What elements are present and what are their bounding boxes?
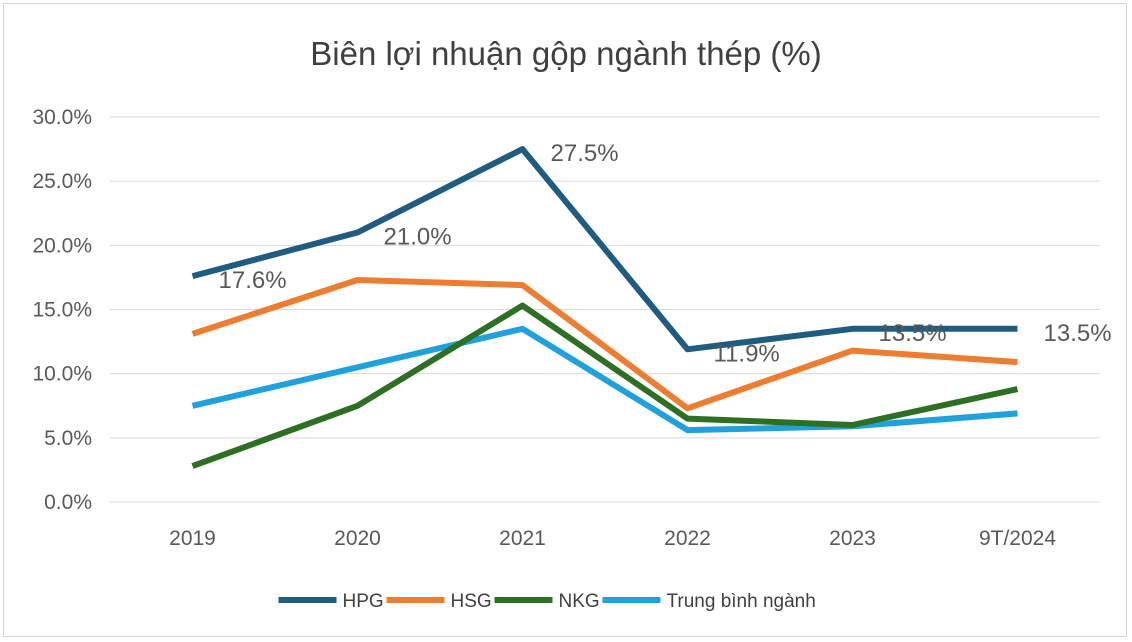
x-tick-label: 9T/2024	[979, 527, 1056, 550]
series-line-hsg	[191, 277, 1018, 412]
y-tick-label: 20.0%	[32, 234, 92, 257]
x-tick-label: 2020	[334, 527, 381, 550]
legend-label: HSG	[451, 591, 492, 612]
legend: HPG HSG NKG Trung bình ngành	[278, 591, 816, 612]
data-label: 17.6%	[219, 267, 287, 294]
data-labels: 17.6% 21.0% 27.5% 11.9% 13.5% 13.5%	[219, 140, 1112, 367]
series-line-hpg	[191, 146, 1018, 353]
legend-label: NKG	[559, 591, 600, 612]
y-tick-label: 15.0%	[32, 299, 92, 322]
y-tick-label: 25.0%	[32, 170, 92, 193]
data-label: 21.0%	[384, 224, 452, 251]
y-axis-ticks: 0.0% 5.0% 10.0% 15.0% 20.0% 25.0% 30.0%	[32, 106, 92, 514]
data-label: 13.5%	[1044, 320, 1112, 347]
chart-title: Biên lợi nhuận gộp ngành thép (%)	[310, 35, 822, 72]
data-label: 13.5%	[879, 320, 947, 347]
x-axis-ticks: 2019 2020 2021 2022 2023 9T/2024	[169, 527, 1056, 550]
y-tick-label: 5.0%	[44, 427, 92, 450]
series-line-trung-bình-ngành	[191, 325, 1018, 434]
data-label: 11.9%	[714, 340, 780, 367]
x-tick-label: 2022	[664, 527, 711, 550]
x-tick-label: 2019	[169, 527, 216, 550]
legend-label: Trung bình ngành	[667, 591, 816, 612]
x-tick-label: 2023	[829, 527, 876, 550]
y-tick-label: 0.0%	[44, 491, 92, 514]
legend-label: HPG	[343, 591, 384, 612]
series-line-nkg	[191, 302, 1019, 469]
series-layer	[191, 146, 1019, 469]
x-tick-label: 2021	[499, 527, 546, 550]
y-tick-label: 10.0%	[32, 363, 92, 386]
y-tick-label: 30.0%	[32, 106, 92, 129]
data-label: 27.5%	[551, 140, 619, 167]
